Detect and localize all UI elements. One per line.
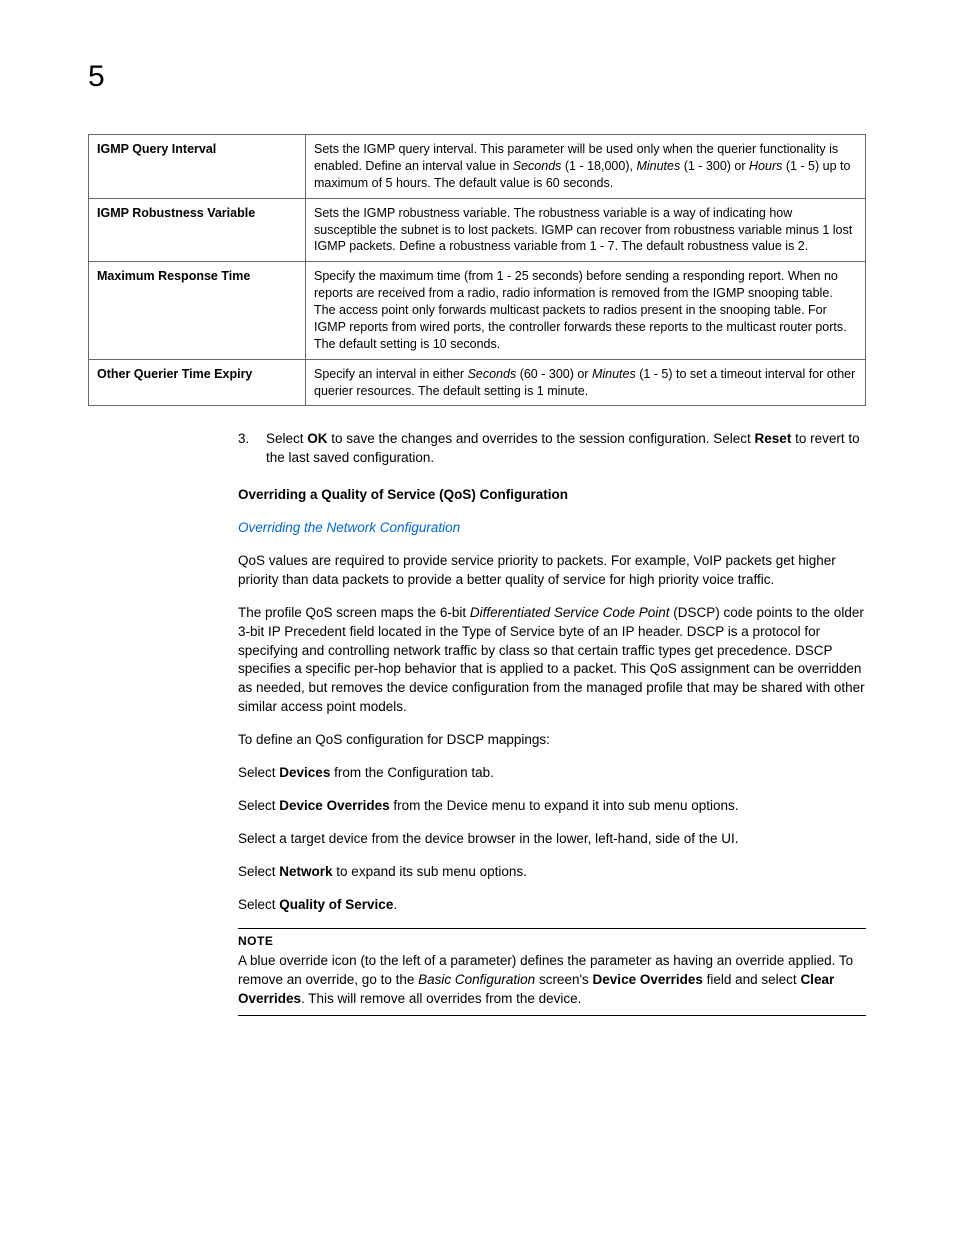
param-label: IGMP Robustness Variable [89, 198, 306, 262]
step-text: Select Network to expand its sub menu op… [238, 863, 866, 882]
body-paragraph: The profile QoS screen maps the 6-bit Di… [238, 604, 866, 717]
table-row: IGMP Robustness Variable Sets the IGMP r… [89, 198, 866, 262]
table-row: Other Querier Time Expiry Specify an int… [89, 359, 866, 406]
param-desc: Specify an interval in either Seconds (6… [306, 359, 866, 406]
chapter-number: 5 [88, 60, 866, 94]
section-heading: Overriding a Quality of Service (QoS) Co… [238, 486, 866, 505]
param-label: IGMP Query Interval [89, 135, 306, 199]
note-body: A blue override icon (to the left of a p… [238, 952, 866, 1009]
body-paragraph: To define an QoS configuration for DSCP … [238, 731, 866, 750]
param-label: Maximum Response Time [89, 262, 306, 359]
table-row: IGMP Query Interval Sets the IGMP query … [89, 135, 866, 199]
param-desc: Sets the IGMP query interval. This param… [306, 135, 866, 199]
body-content: 3. Select OK to save the changes and ove… [238, 430, 866, 1016]
body-paragraph: QoS values are required to provide servi… [238, 552, 866, 590]
params-table: IGMP Query Interval Sets the IGMP query … [88, 134, 866, 406]
numbered-step: 3. Select OK to save the changes and ove… [238, 430, 866, 468]
step-number: 3. [238, 430, 266, 468]
step-text: Select a target device from the device b… [238, 830, 866, 849]
note-title: NOTE [238, 933, 866, 950]
note-block: NOTE A blue override icon (to the left o… [238, 928, 866, 1015]
param-desc: Sets the IGMP robustness variable. The r… [306, 198, 866, 262]
param-label: Other Querier Time Expiry [89, 359, 306, 406]
param-desc: Specify the maximum time (from 1 - 25 se… [306, 262, 866, 359]
step-text: Select Devices from the Configuration ta… [238, 764, 866, 783]
step-text: Select Device Overrides from the Device … [238, 797, 866, 816]
cross-reference-link[interactable]: Overriding the Network Configuration [238, 519, 866, 538]
table-row: Maximum Response Time Specify the maximu… [89, 262, 866, 359]
step-text: Select Quality of Service. [238, 896, 866, 915]
step-text: Select OK to save the changes and overri… [266, 430, 866, 468]
